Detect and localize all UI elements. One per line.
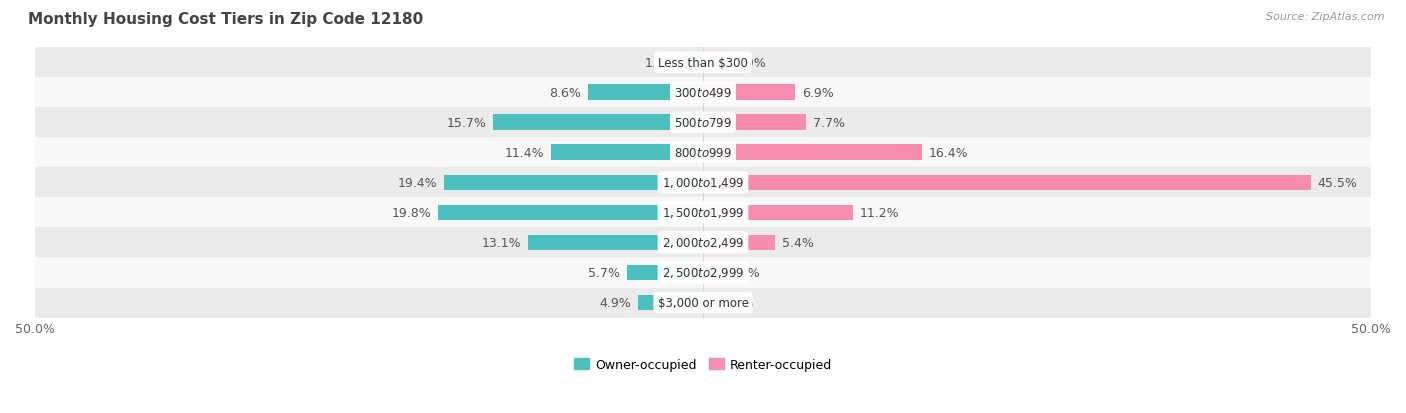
Bar — [35, 78, 1371, 108]
Text: $800 to $999: $800 to $999 — [673, 147, 733, 159]
Bar — [703, 55, 728, 71]
Text: 15.7%: 15.7% — [447, 116, 486, 129]
Text: $2,500 to $2,999: $2,500 to $2,999 — [662, 266, 744, 280]
Bar — [35, 48, 1371, 78]
Bar — [494, 115, 703, 131]
Text: $1,000 to $1,499: $1,000 to $1,499 — [662, 176, 744, 190]
Text: 4.9%: 4.9% — [599, 296, 631, 309]
Text: 45.5%: 45.5% — [1317, 176, 1357, 190]
Text: 1.5%: 1.5% — [644, 57, 676, 69]
Bar — [551, 145, 703, 161]
Text: 0.31%: 0.31% — [714, 296, 754, 309]
Text: 1.4%: 1.4% — [728, 266, 761, 279]
Bar — [683, 55, 703, 71]
Bar — [637, 295, 703, 311]
Bar — [703, 265, 721, 280]
Text: $3,000 or more: $3,000 or more — [658, 296, 748, 309]
Bar — [35, 198, 1371, 228]
Text: 7.7%: 7.7% — [813, 116, 845, 129]
Bar — [35, 288, 1371, 318]
Text: 13.1%: 13.1% — [482, 236, 522, 249]
Bar — [703, 145, 922, 161]
Text: $1,500 to $1,999: $1,500 to $1,999 — [662, 206, 744, 220]
Text: $2,000 to $2,499: $2,000 to $2,499 — [662, 236, 744, 250]
Text: 1.9%: 1.9% — [735, 57, 766, 69]
Text: Less than $300: Less than $300 — [658, 57, 748, 69]
Legend: Owner-occupied, Renter-occupied: Owner-occupied, Renter-occupied — [574, 358, 832, 371]
Text: $300 to $499: $300 to $499 — [673, 86, 733, 100]
Text: 19.4%: 19.4% — [398, 176, 437, 190]
Bar — [444, 175, 703, 191]
Bar — [35, 108, 1371, 138]
Text: $500 to $799: $500 to $799 — [673, 116, 733, 129]
Text: Source: ZipAtlas.com: Source: ZipAtlas.com — [1267, 12, 1385, 22]
Bar — [627, 265, 703, 280]
Text: 8.6%: 8.6% — [550, 86, 582, 100]
Text: 11.4%: 11.4% — [505, 147, 544, 159]
Bar — [529, 235, 703, 251]
Bar — [703, 175, 1310, 191]
Bar — [588, 85, 703, 101]
Bar — [703, 235, 775, 251]
Bar — [703, 115, 806, 131]
Text: 6.9%: 6.9% — [801, 86, 834, 100]
Text: 5.4%: 5.4% — [782, 236, 814, 249]
Text: 19.8%: 19.8% — [392, 206, 432, 219]
Text: Monthly Housing Cost Tiers in Zip Code 12180: Monthly Housing Cost Tiers in Zip Code 1… — [28, 12, 423, 27]
Text: 11.2%: 11.2% — [859, 206, 898, 219]
Text: 5.7%: 5.7% — [588, 266, 620, 279]
Bar — [35, 168, 1371, 198]
Bar — [35, 138, 1371, 168]
Bar — [703, 205, 852, 221]
Bar — [439, 205, 703, 221]
Bar — [35, 258, 1371, 288]
Bar — [35, 228, 1371, 258]
Bar — [703, 295, 707, 311]
Text: 16.4%: 16.4% — [929, 147, 969, 159]
Bar — [703, 85, 796, 101]
